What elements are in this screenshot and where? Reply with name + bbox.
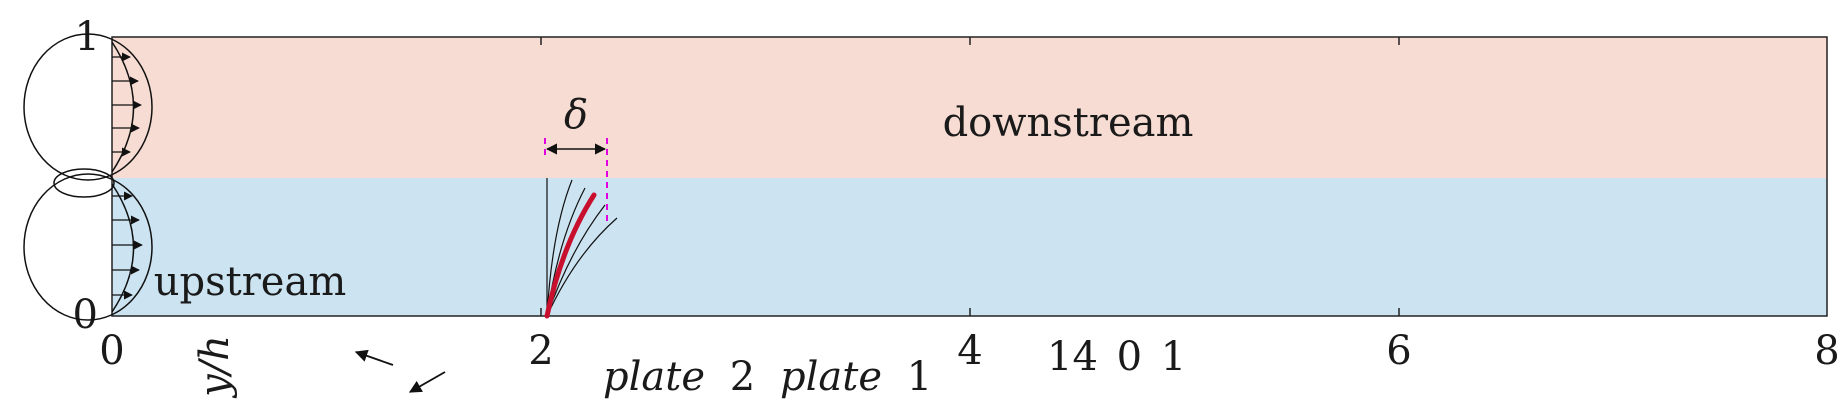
upstream-label: upstream xyxy=(154,259,347,305)
plate-1-number: 1 xyxy=(907,354,932,400)
stray-numbers: 14 0 1 xyxy=(1047,334,1186,380)
y-axis-label: y/h xyxy=(192,335,238,399)
upstream-region xyxy=(112,178,1827,316)
y-tick-1: 1 xyxy=(75,14,100,60)
x-tick-6: 6 xyxy=(1386,328,1411,374)
delta-marker xyxy=(544,138,608,226)
inflow-arrow-icon xyxy=(112,52,143,300)
x-tick-0: 0 xyxy=(99,328,124,374)
plate-1-word: plate xyxy=(780,354,882,400)
downstream-label: downstream xyxy=(943,100,1194,146)
plate-2-label: plate 2 xyxy=(603,354,755,400)
plate-2-word: plate xyxy=(603,354,705,400)
downstream-region xyxy=(112,37,1827,178)
x-tick-marks xyxy=(540,37,1400,316)
plate-2-number: 2 xyxy=(730,354,755,400)
x-tick-4: 4 xyxy=(957,328,982,374)
x-tick-2: 2 xyxy=(528,328,553,374)
x-tick-8: 8 xyxy=(1814,328,1839,374)
y-tick-0: 0 xyxy=(73,292,98,338)
plate-highlight xyxy=(544,192,597,319)
plate-1-label: plate 1 xyxy=(780,354,932,400)
delta-label: δ xyxy=(564,92,588,138)
direction-arrow-icon xyxy=(354,349,446,393)
